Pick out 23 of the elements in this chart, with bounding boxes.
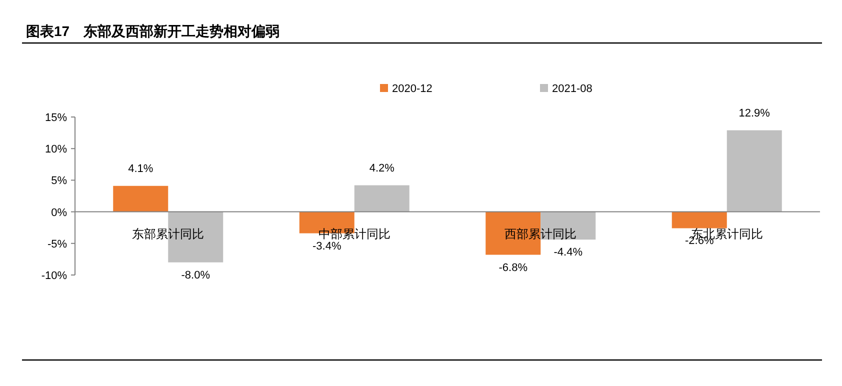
bar (486, 212, 541, 255)
x-tick-label: 东部累计同比 (132, 226, 204, 241)
y-tick-label: -10% (41, 270, 68, 282)
bar (672, 212, 727, 228)
y-tick-label: 5% (51, 175, 68, 188)
chart-title: 图表17 东部及西部新开工走势相对偏弱 (26, 23, 280, 39)
data-label: 12.9% (738, 107, 770, 120)
bar (354, 185, 410, 212)
bar (726, 130, 782, 212)
legend-label: 2020-12 (392, 83, 432, 95)
data-label: 4.1% (128, 162, 154, 175)
y-tick-label: -5% (47, 238, 68, 250)
y-tick-label: 10% (44, 144, 68, 156)
data-label: -6.8% (498, 262, 528, 274)
legend-label: 2021-08 (552, 83, 592, 95)
y-tick-label: 0% (51, 206, 68, 219)
data-label: -8.0% (181, 269, 210, 282)
bar (113, 186, 168, 212)
data-label: -3.4% (312, 240, 342, 252)
bar (168, 212, 224, 262)
y-tick-label: 15% (44, 112, 68, 124)
data-label: -4.4% (554, 246, 583, 259)
data-label: 4.2% (369, 162, 395, 174)
